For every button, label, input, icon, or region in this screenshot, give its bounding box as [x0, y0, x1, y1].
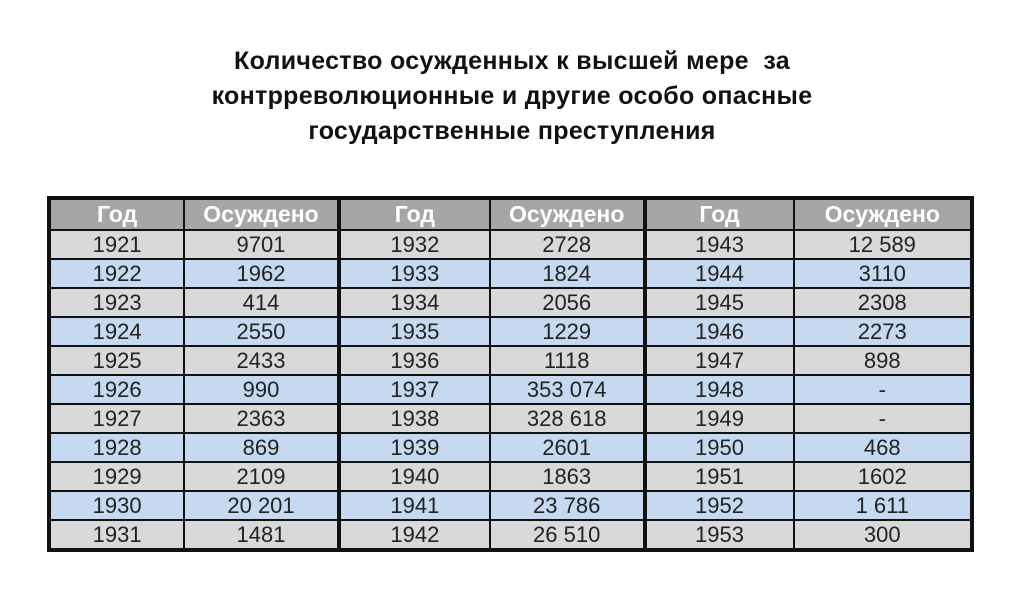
- year-cell: 1949: [642, 403, 795, 434]
- convicted-cell: 1863: [488, 461, 646, 492]
- convicted-cell: 990: [183, 374, 340, 405]
- table-row: 1921 9701 1932 2728 1943 12 589: [47, 229, 974, 260]
- year-cell: 1937: [336, 374, 491, 405]
- year-cell: 1923: [47, 287, 186, 318]
- year-cell: 1930: [47, 490, 186, 521]
- year-cell: 1935: [336, 316, 491, 347]
- year-cell: 1931: [47, 519, 186, 551]
- convicted-cell: 2601: [488, 432, 646, 463]
- table-row: 1928 869 1939 2601 1950 468: [47, 432, 974, 463]
- year-cell: 1932: [336, 229, 491, 260]
- convicted-cell: 20 201: [183, 490, 340, 521]
- header-convicted: Осуждено: [488, 197, 646, 231]
- year-cell: 1938: [336, 403, 491, 434]
- header-convicted: Осуждено: [792, 197, 974, 231]
- convicted-cell: 328 618: [488, 403, 646, 434]
- year-cell: 1950: [642, 432, 795, 463]
- convicted-cell: 300: [792, 519, 974, 551]
- convicted-cell: 414: [183, 287, 340, 318]
- year-cell: 1933: [336, 258, 491, 289]
- year-cell: 1948: [642, 374, 795, 405]
- year-cell: 1952: [642, 490, 795, 521]
- convicted-cell: -: [792, 374, 974, 405]
- table-row: 1922 1962 1933 1824 1944 3110: [47, 258, 974, 289]
- convicted-cell: 2308: [792, 287, 974, 318]
- header-year: Год: [336, 197, 491, 231]
- convicted-cell: 2109: [183, 461, 340, 492]
- year-cell: 1921: [47, 229, 186, 260]
- convicted-cell: 898: [792, 345, 974, 376]
- year-cell: 1944: [642, 258, 795, 289]
- header-year: Год: [47, 197, 186, 231]
- year-cell: 1928: [47, 432, 186, 463]
- year-cell: 1939: [336, 432, 491, 463]
- convicted-cell: 2728: [488, 229, 646, 260]
- convicted-cell: 2550: [183, 316, 340, 347]
- page-title: Количество осужденных к высшей мере за к…: [0, 44, 1024, 149]
- title-line: государственные преступления: [308, 117, 716, 145]
- year-cell: 1936: [336, 345, 491, 376]
- year-cell: 1953: [642, 519, 795, 551]
- table-row: 1927 2363 1938 328 618 1949-: [47, 403, 974, 434]
- convicted-cell: 1118: [488, 345, 646, 376]
- convicted-cell: 26 510: [488, 519, 646, 551]
- year-cell: 1922: [47, 258, 186, 289]
- table-row: 1923 414 1934 2056 1945 2308: [47, 287, 974, 318]
- table-row: 1924 2550 1935 1229 1946 2273: [47, 316, 974, 347]
- title-line: контрреволюционные и другие особо опасны…: [211, 82, 813, 110]
- title-line: Количество осужденных к высшей мере за: [234, 47, 790, 75]
- convicted-cell: 3110: [792, 258, 974, 289]
- year-cell: 1945: [642, 287, 795, 318]
- table-row: 1930 20 201 1941 23 786 1952 1 611: [47, 490, 974, 521]
- year-cell: 1941: [336, 490, 491, 521]
- table-row: 1931 1481 1942 26 510 1953 300: [47, 519, 974, 551]
- convicted-cell: 1602: [792, 461, 974, 492]
- convicted-cell: 869: [183, 432, 340, 463]
- convicted-cell: 2363: [183, 403, 340, 434]
- year-cell: 1926: [47, 374, 186, 405]
- convicted-cell: 2433: [183, 345, 340, 376]
- table-row: 1925 2433 1936 1118 1947 898: [47, 345, 974, 376]
- convicted-cell: 23 786: [488, 490, 646, 521]
- header-convicted: Осуждено: [183, 197, 340, 231]
- year-cell: 1947: [642, 345, 795, 376]
- convicted-cell: 468: [792, 432, 974, 463]
- convicted-cell: 353 074: [488, 374, 646, 405]
- table-row: 1926 990 1937 353 074 1948-: [47, 374, 974, 405]
- year-cell: 1942: [336, 519, 491, 551]
- table-row: 1929 2109 1940 1863 1951 1602: [47, 461, 974, 492]
- header-year: Год: [642, 197, 795, 231]
- year-cell: 1943: [642, 229, 795, 260]
- sentences-table: Год Осуждено Год Осуждено Год Осуждено 1921 97…: [47, 196, 974, 552]
- convicted-cell: 12 589: [792, 229, 974, 260]
- convicted-cell: 1229: [488, 316, 646, 347]
- convicted-cell: 2056: [488, 287, 646, 318]
- year-cell: 1951: [642, 461, 795, 492]
- year-cell: 1927: [47, 403, 186, 434]
- convicted-cell: 1962: [183, 258, 340, 289]
- convicted-cell: 1824: [488, 258, 646, 289]
- convicted-cell: 1 611: [792, 490, 974, 521]
- year-cell: 1934: [336, 287, 491, 318]
- convicted-cell: 9701: [183, 229, 340, 260]
- convicted-cell: 2273: [792, 316, 974, 347]
- year-cell: 1946: [642, 316, 795, 347]
- convicted-cell: 1481: [183, 519, 340, 551]
- header-row: Год Осуждено Год Осуждено Год Осуждено: [47, 197, 974, 231]
- year-cell: 1925: [47, 345, 186, 376]
- year-cell: 1940: [336, 461, 491, 492]
- year-cell: 1924: [47, 316, 186, 347]
- convicted-cell: -: [792, 403, 974, 434]
- year-cell: 1929: [47, 461, 186, 492]
